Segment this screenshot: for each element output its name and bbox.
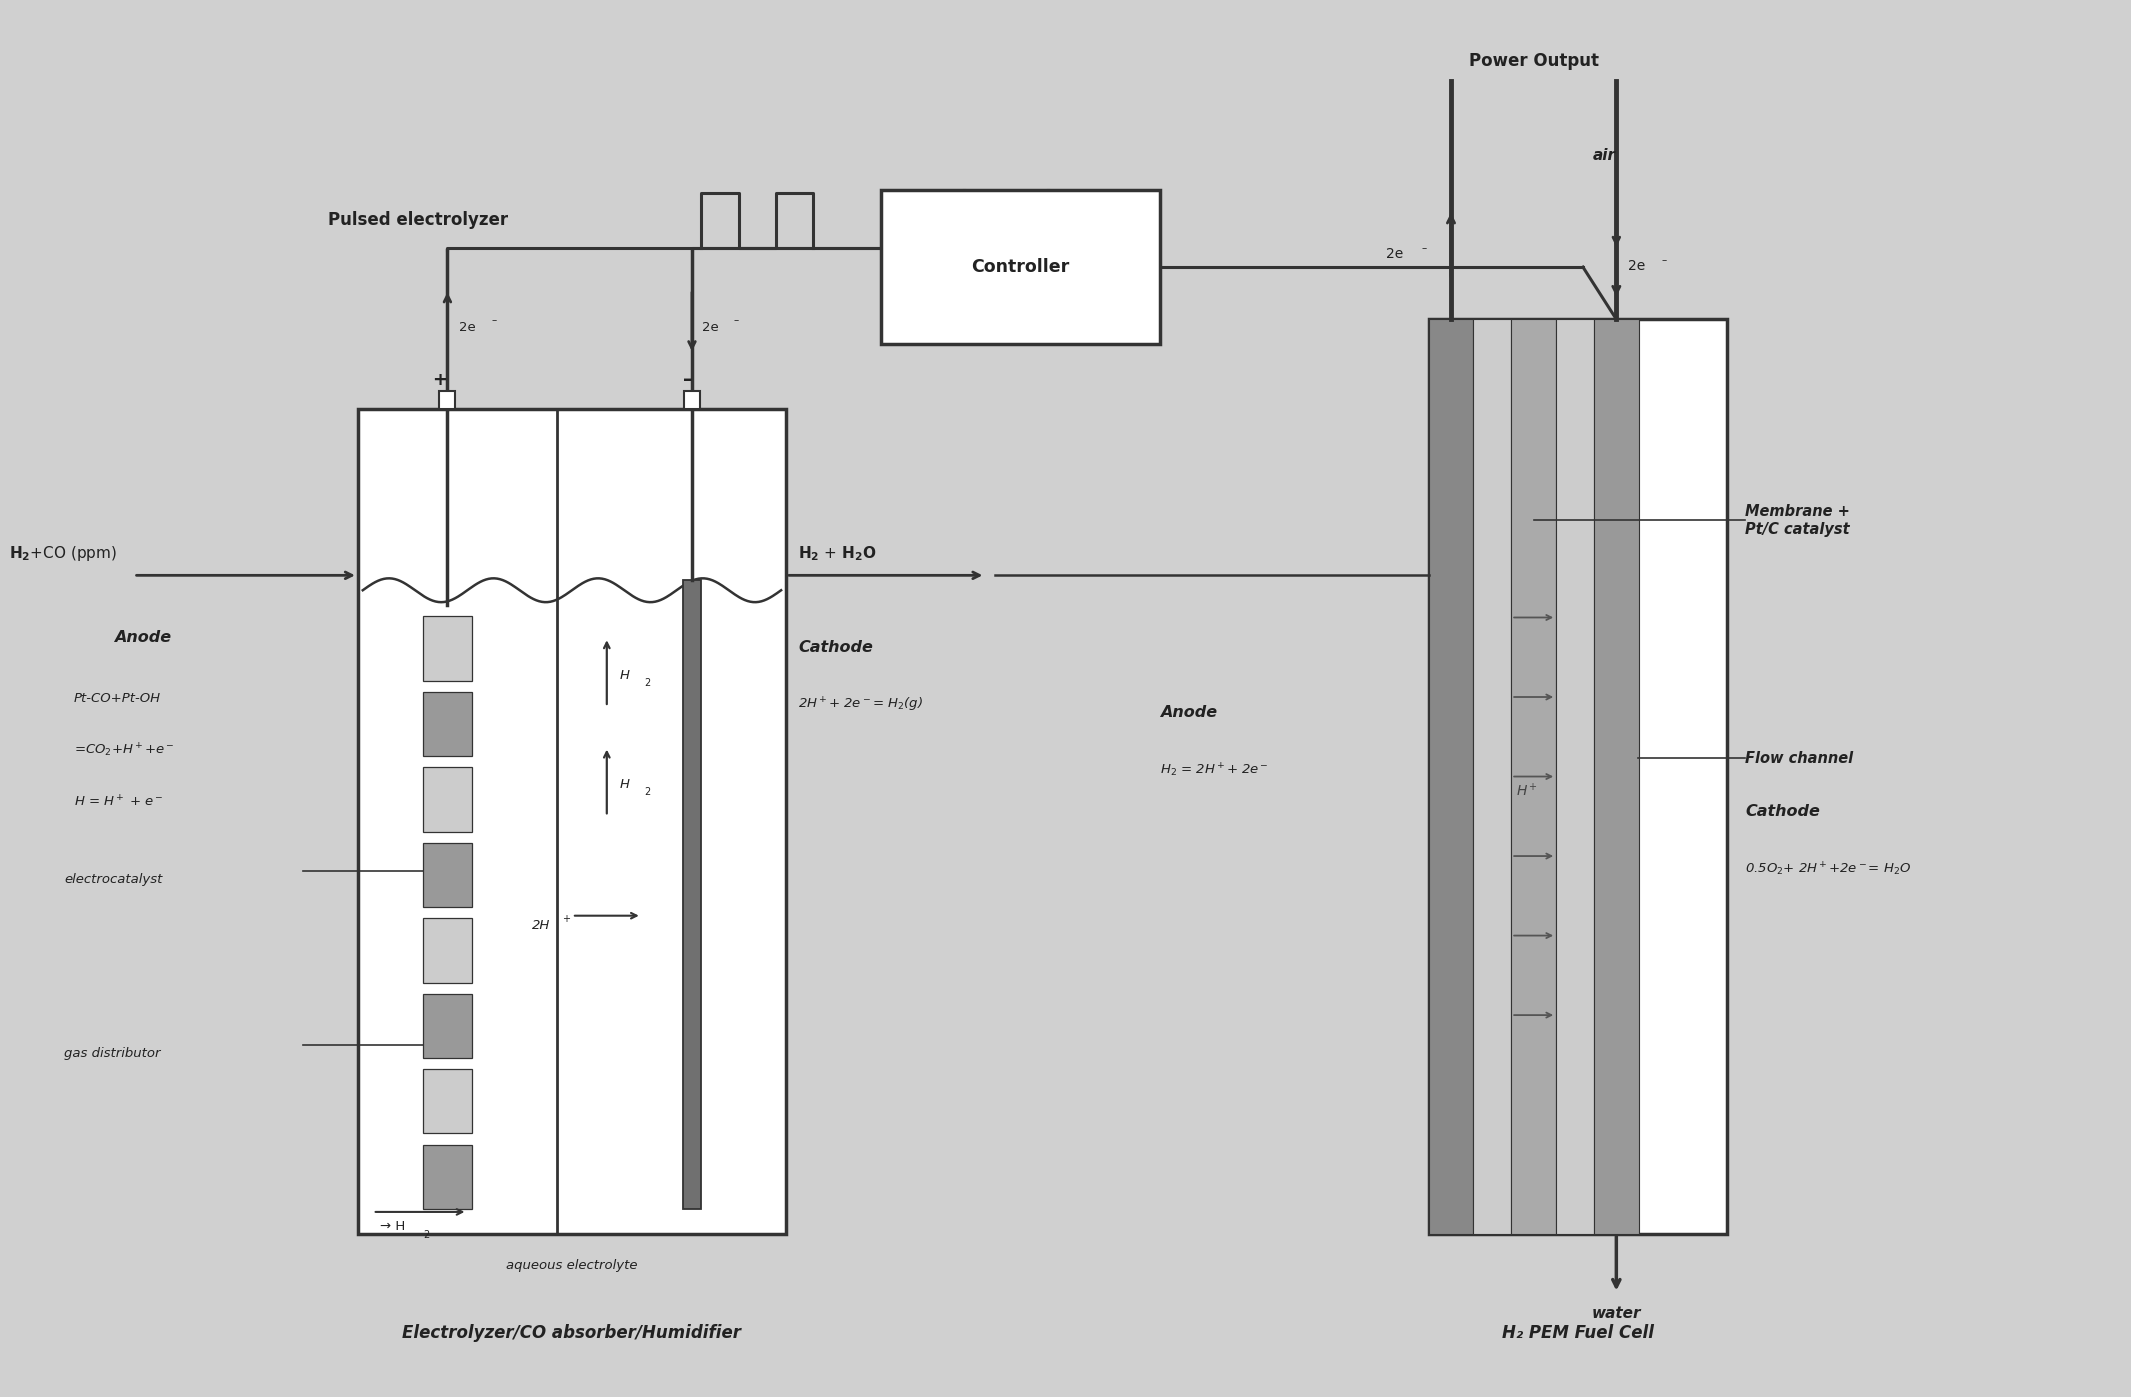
Text: =CO$_2$+H$^+$+e$^-$: =CO$_2$+H$^+$+e$^-$ — [75, 742, 175, 759]
Text: aqueous electrolyte: aqueous electrolyte — [507, 1259, 637, 1271]
Bar — [422, 918, 473, 982]
Text: 2e: 2e — [1628, 258, 1645, 272]
Text: –: – — [733, 316, 739, 326]
Text: electrocatalyst: electrocatalyst — [64, 873, 162, 886]
Text: Cathode: Cathode — [1745, 805, 1820, 819]
Bar — [1473, 320, 1511, 1234]
Text: 2e: 2e — [701, 321, 718, 334]
Text: H = H$^+$ + e$^-$: H = H$^+$ + e$^-$ — [75, 793, 164, 809]
Bar — [1556, 320, 1594, 1234]
Text: 0.5O$_2$+ 2H$^+$+2e$^-$= H$_2$O: 0.5O$_2$+ 2H$^+$+2e$^-$= H$_2$O — [1745, 861, 1912, 879]
Text: Pulsed electrolyzer: Pulsed electrolyzer — [328, 211, 507, 229]
Text: H: H — [620, 778, 631, 792]
Bar — [1428, 320, 1728, 1234]
Text: 2: 2 — [646, 678, 650, 689]
Text: 2H$^+$+ 2e$^-$= H$_2$(g): 2H$^+$+ 2e$^-$= H$_2$(g) — [797, 696, 923, 714]
Text: Power Output: Power Output — [1468, 52, 1598, 70]
Text: Anode: Anode — [113, 630, 170, 645]
Bar — [684, 580, 701, 1208]
Text: –: – — [492, 316, 497, 326]
Text: gas distributor: gas distributor — [64, 1046, 160, 1060]
Text: $\mathbf{H_2}$ + $\mathbf{H_2O}$: $\mathbf{H_2}$ + $\mathbf{H_2O}$ — [797, 545, 876, 563]
Text: Membrane +
Pt/C catalyst: Membrane + Pt/C catalyst — [1745, 504, 1850, 536]
Bar — [422, 767, 473, 831]
Bar — [422, 993, 473, 1058]
Bar — [1428, 320, 1473, 1234]
Text: H: H — [620, 669, 631, 682]
Text: H$^+$: H$^+$ — [1517, 782, 1539, 799]
Text: –: – — [1662, 254, 1666, 264]
Text: –: – — [684, 370, 693, 388]
Text: water: water — [1592, 1306, 1641, 1322]
Text: Anode: Anode — [1159, 705, 1217, 719]
Bar — [422, 1069, 473, 1133]
Bar — [422, 842, 473, 907]
Text: H$_2$ = 2H$^+$+ 2e$^-$: H$_2$ = 2H$^+$+ 2e$^-$ — [1159, 761, 1268, 780]
Text: 2: 2 — [646, 788, 650, 798]
Text: –: – — [1421, 243, 1426, 253]
Bar — [422, 1144, 473, 1208]
Text: → H: → H — [379, 1220, 405, 1232]
Text: 2H: 2H — [533, 919, 550, 932]
Text: Flow channel: Flow channel — [1745, 750, 1854, 766]
Text: air: air — [1592, 148, 1615, 163]
Bar — [422, 616, 473, 680]
Text: 2e: 2e — [460, 321, 475, 334]
Text: Electrolyzer/CO absorber/Humidifier: Electrolyzer/CO absorber/Humidifier — [403, 1324, 742, 1343]
Text: Controller: Controller — [972, 258, 1070, 277]
Bar — [422, 692, 473, 756]
Bar — [880, 190, 1159, 344]
Text: $\mathbf{H_2}$+CO (ppm): $\mathbf{H_2}$+CO (ppm) — [9, 545, 117, 563]
Bar — [684, 391, 699, 409]
Bar — [358, 409, 786, 1234]
Text: Cathode: Cathode — [797, 640, 874, 655]
Bar — [1511, 320, 1556, 1234]
Text: +: + — [563, 914, 569, 923]
Text: 2e: 2e — [1387, 247, 1404, 261]
Text: H₂ PEM Fuel Cell: H₂ PEM Fuel Cell — [1502, 1324, 1654, 1343]
Text: Pt-CO+Pt-OH: Pt-CO+Pt-OH — [75, 692, 162, 705]
Text: 2: 2 — [424, 1229, 430, 1239]
Bar — [439, 391, 456, 409]
Bar — [1594, 320, 1639, 1234]
Text: +: + — [433, 370, 448, 388]
